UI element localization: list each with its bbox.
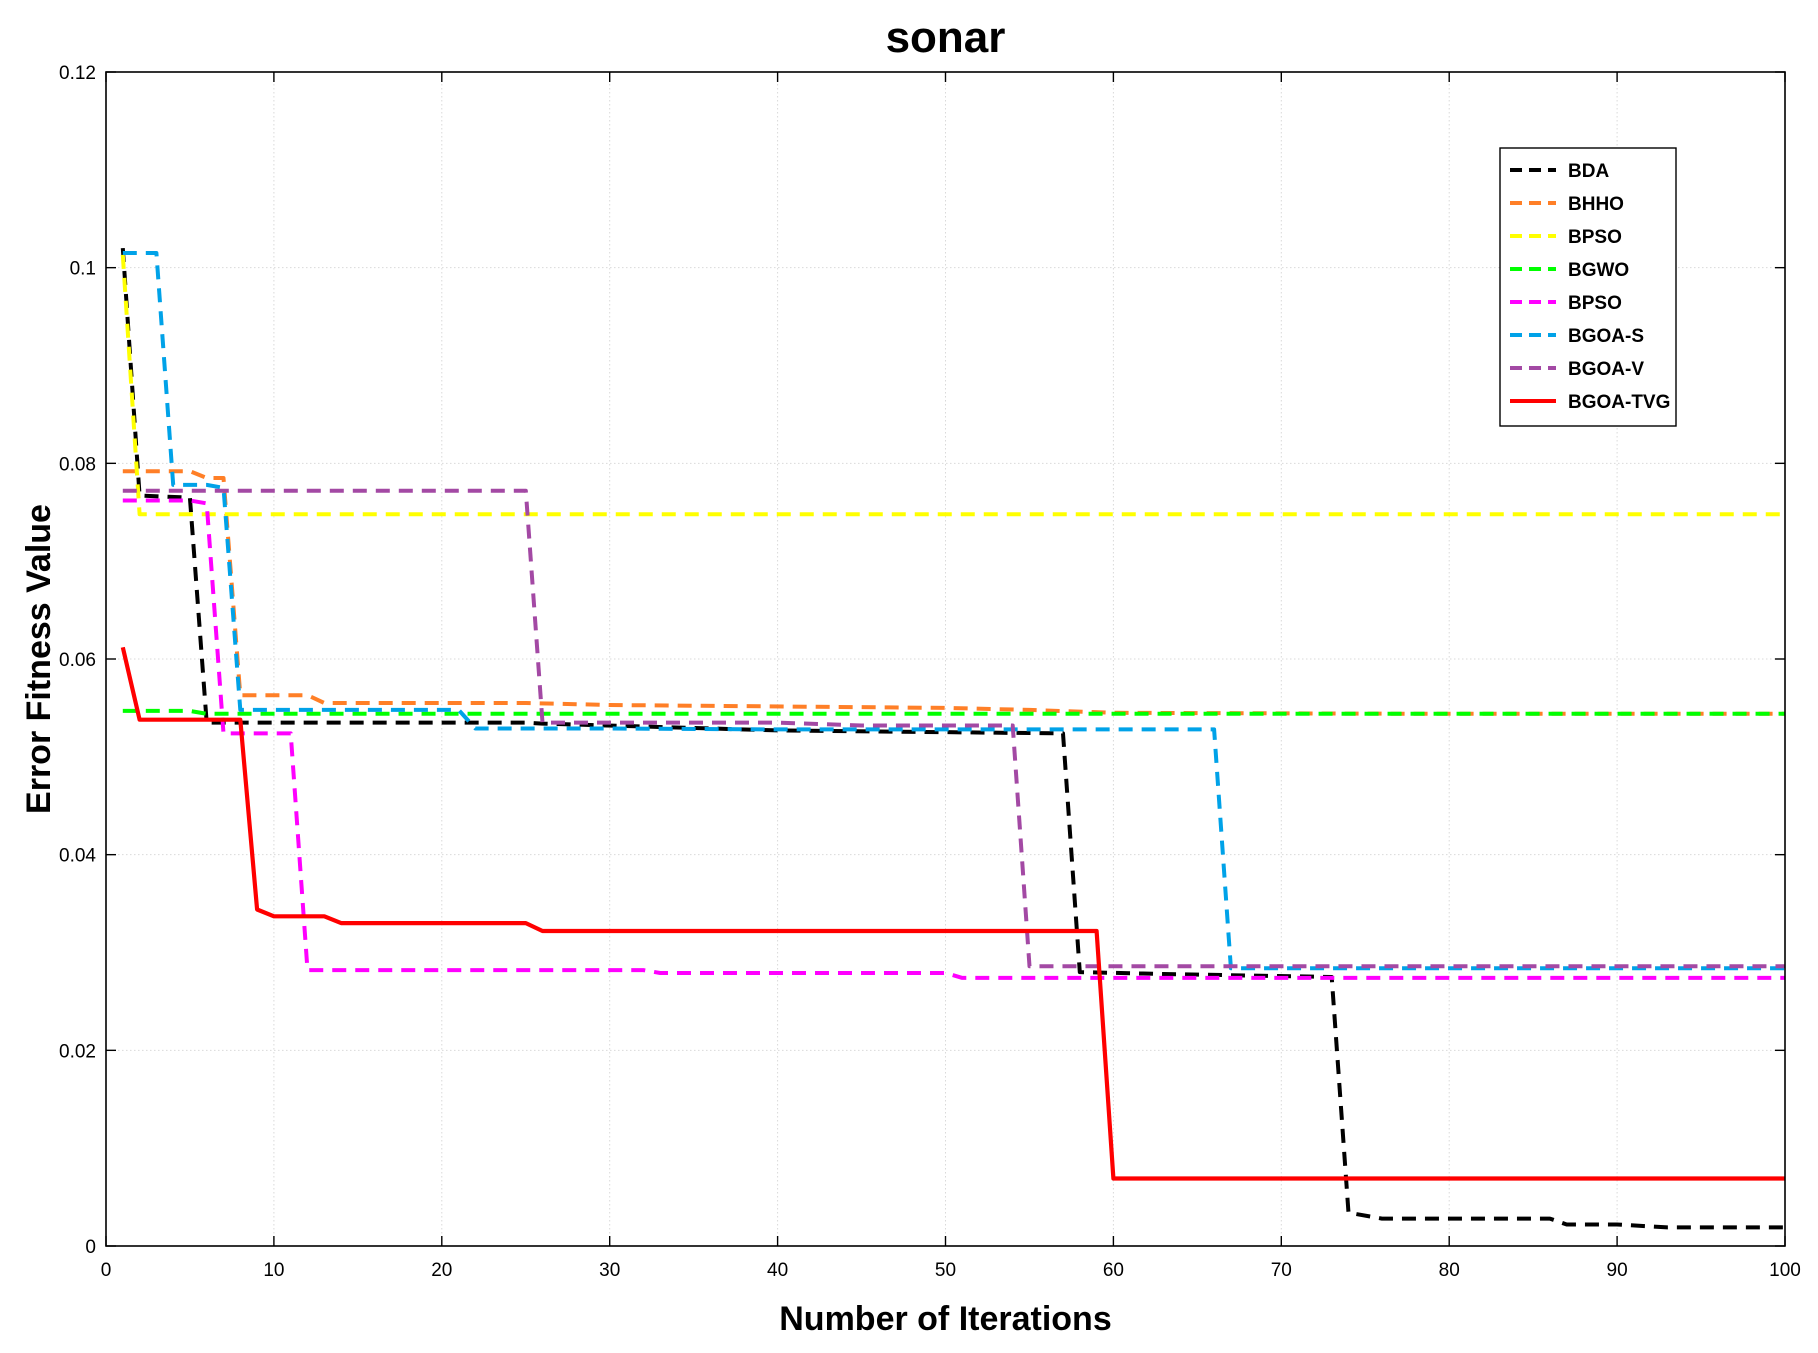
x-tick-label: 70 <box>1271 1260 1292 1281</box>
legend-label: BPSO <box>1568 227 1622 248</box>
series-line-bpso <box>120 254 1785 517</box>
y-axis-label: Error Fitness Value <box>20 504 58 814</box>
axis-ticks: 0 10 20 30 40 50 60 70 80 90 100 0 0.02 0.04 0.06 0.08 0… <box>59 63 1801 1281</box>
legend: BDA BHHO BPSO BGWO BPSO BGOA-S BGOA-V BGOA-TVG <box>1499 147 1677 427</box>
x-tick-label: 80 <box>1439 1260 1460 1281</box>
x-tick-label: 50 <box>935 1260 956 1281</box>
legend-label: BHHO <box>1568 194 1624 215</box>
x-tick-label: 60 <box>1103 1260 1124 1281</box>
y-tick-label: 0.04 <box>59 846 96 867</box>
series-line-bgwo <box>122 708 1785 716</box>
x-tick-label: 10 <box>263 1260 284 1281</box>
series-line-bgoa-tvg <box>120 646 1785 1181</box>
x-tick-label: 90 <box>1607 1260 1628 1281</box>
legend-label: BGOA-V <box>1568 359 1644 380</box>
legend-label: BDA <box>1568 161 1609 182</box>
x-tick-label: 0 <box>101 1260 112 1281</box>
y-tick-label: 0.08 <box>59 454 96 475</box>
y-tick-label: 0.06 <box>59 650 96 671</box>
y-tick-label: 0.02 <box>59 1041 96 1062</box>
x-tick-label: 20 <box>431 1260 452 1281</box>
legend-label: BGOA-S <box>1568 326 1644 347</box>
x-tick-label: 30 <box>599 1260 620 1281</box>
y-tick-label: 0.12 <box>59 63 96 84</box>
legend-label: BGWO <box>1568 260 1629 281</box>
series-line-bpso <box>122 498 1785 980</box>
x-axis-label: Number of Iterations <box>779 1300 1111 1338</box>
x-tick-label: 40 <box>767 1260 788 1281</box>
y-tick-label: 0.1 <box>70 259 96 280</box>
legend-label: BGOA-TVG <box>1568 392 1670 413</box>
legend-label: BPSO <box>1568 293 1622 314</box>
series-lines <box>120 247 1785 1230</box>
series-line-bda <box>120 247 1785 1230</box>
y-tick-label: 0 <box>85 1237 96 1258</box>
legend-box <box>1499 147 1677 427</box>
series-line-bgoa-v <box>122 488 1785 969</box>
x-tick-label: 100 <box>1769 1260 1801 1281</box>
chart-title: sonar <box>886 13 1006 62</box>
series-line-bgoa-s <box>122 251 1785 971</box>
